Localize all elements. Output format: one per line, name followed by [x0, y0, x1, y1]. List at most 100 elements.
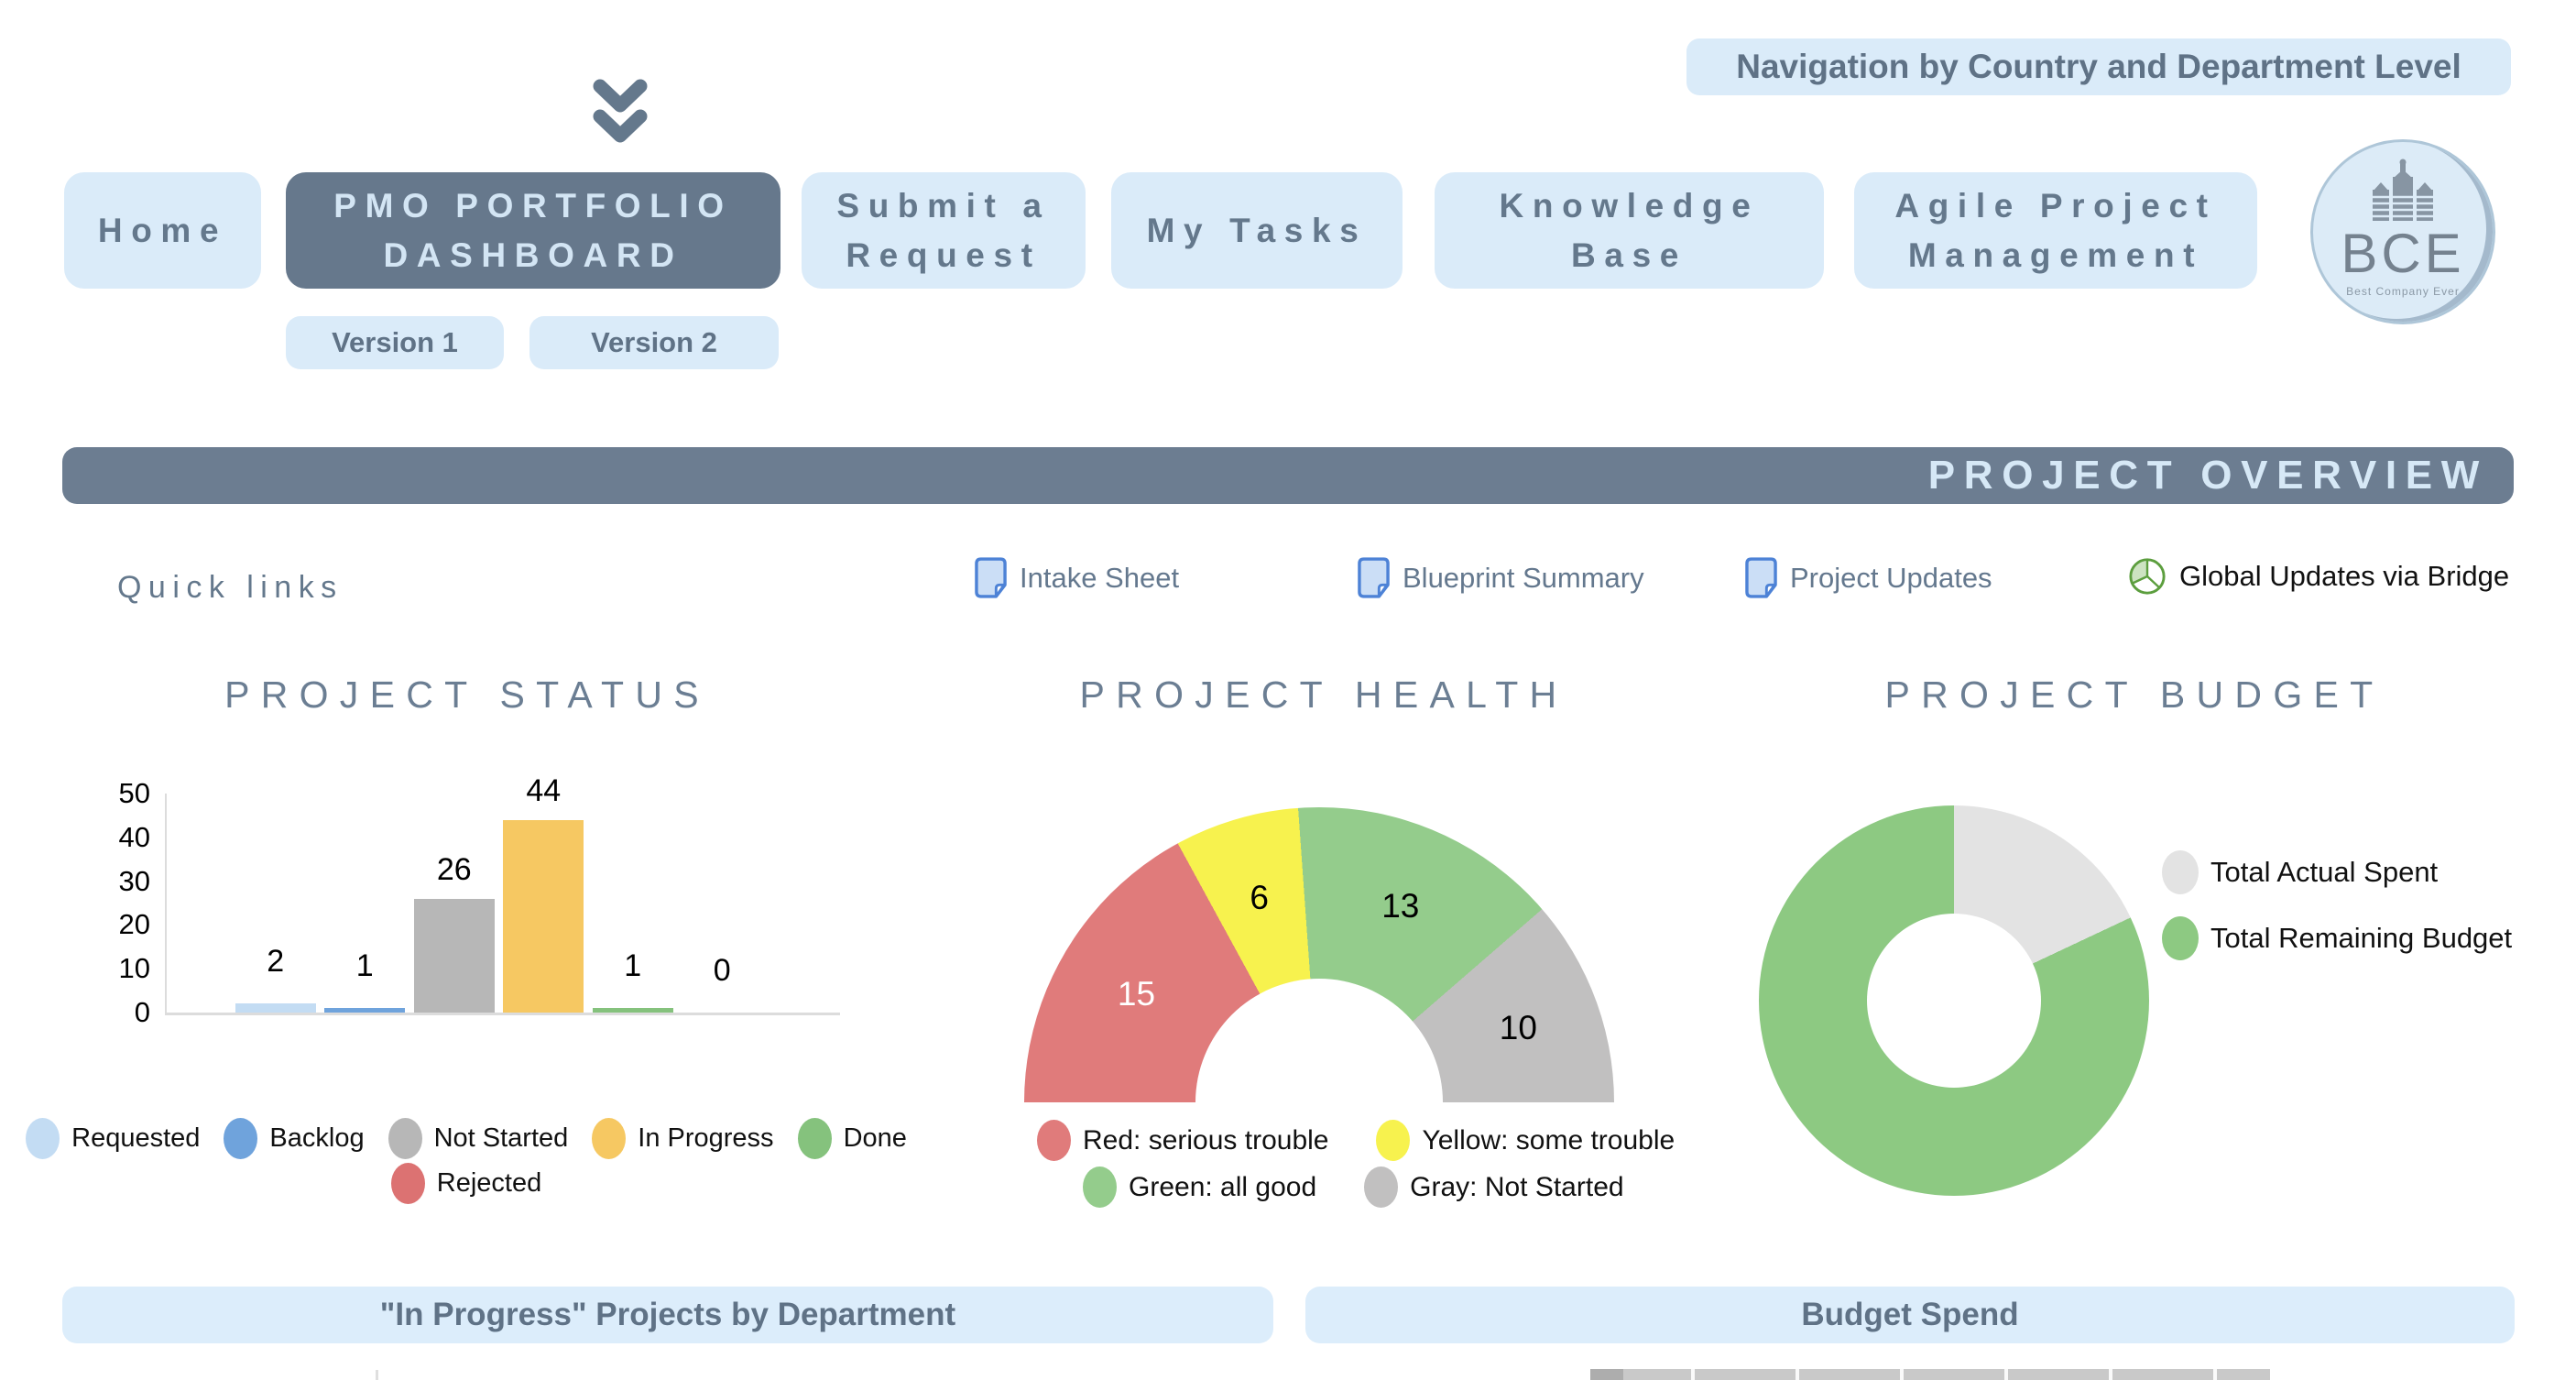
nav-button-pmo-portfolio-dashboard[interactable]: PMO PORTFOLIO DASHBOARD [286, 172, 780, 289]
bar-value-label: 1 [624, 948, 642, 984]
bar-value-label: 44 [526, 772, 562, 808]
budget-donut-chart [1759, 805, 2149, 1196]
status-chart-y-axis: 0 10 20 30 40 50 [90, 779, 150, 1027]
nav-label-line1: PMO PORTFOLIO [333, 186, 733, 225]
legend-dot [26, 1118, 60, 1159]
gauge-value-label-gray-not-started: 10 [1499, 1008, 1537, 1046]
bar-value-label: 2 [267, 944, 285, 980]
project-health-title: PROJECT HEALTH [1079, 674, 1568, 716]
nav-label-line2: Base [1571, 235, 1687, 274]
health-legend-row-1: Red: serious trouble Yellow: some trouble [1037, 1120, 1675, 1161]
bar-slot-done: 1 [588, 948, 678, 1013]
section-bar-label: PROJECT OVERVIEW [1927, 453, 2488, 498]
legend-dot [390, 1163, 425, 1204]
bar-slot-requested: 2 [231, 944, 321, 1013]
legend-label: Total Actual Spent [2210, 856, 2439, 888]
partial-chart-strip-cap [1590, 1369, 1623, 1380]
budget-chart-legend: Total Actual Spent Total Remaining Budget [2162, 850, 2512, 960]
legend-label: Requested [71, 1123, 201, 1153]
bar-slot-backlog: 1 [321, 948, 410, 1013]
legend-item-in-progress: In Progress [592, 1118, 774, 1159]
partial-axis-tick [376, 1370, 378, 1380]
bar-value-label: 0 [713, 953, 731, 988]
in-progress-by-department-header: "In Progress" Projects by Department [62, 1287, 1273, 1343]
project-budget-title: PROJECT BUDGET [1884, 674, 2385, 716]
nav-button-submit-a-request[interactable]: Submit a Request [802, 172, 1086, 289]
bar-in-progress [503, 819, 584, 1013]
status-legend-row-1: Requested Backlog Not Started In Progress Do… [26, 1118, 907, 1159]
nav-button-knowledge-base[interactable]: Knowledge Base [1435, 172, 1824, 289]
health-chart-legend: Red: serious trouble Yellow: some trouble… [1024, 1120, 1675, 1208]
legend-dot [797, 1118, 832, 1159]
status-chart-legend: Requested Backlog Not Started In Progress Do… [26, 1118, 907, 1204]
partial-chart-strip [1590, 1369, 2270, 1380]
gauge-value-label-yellow-some-trouble: 6 [1250, 879, 1269, 917]
quick-link-intake-sheet[interactable]: Intake Sheet [975, 557, 1179, 598]
legend-dot [1083, 1166, 1117, 1208]
document-icon [975, 557, 1007, 598]
legend-dot [1037, 1120, 1071, 1161]
legend-label: Total Remaining Budget [2210, 922, 2513, 954]
legend-item-red-serious-trouble: Red: serious trouble [1037, 1120, 1328, 1161]
city-buildings-icon [2373, 159, 2433, 221]
donut-inner-hole [1867, 914, 2041, 1088]
legend-label: In Progress [638, 1123, 774, 1153]
version-1-button[interactable]: Version 1 [286, 316, 504, 369]
legend-label: Red: serious trouble [1083, 1124, 1329, 1155]
quick-link-project-updates[interactable]: Project Updates [1745, 557, 1992, 598]
project-overview-section-bar: PROJECT OVERVIEW [62, 447, 2514, 504]
legend-item-not-started: Not Started [387, 1118, 568, 1159]
nav-label-line2: DASHBOARD [383, 235, 683, 274]
health-legend-row-2: Green: all good Gray: Not Started [1083, 1166, 1665, 1208]
nav-label: My Tasks [1146, 211, 1368, 249]
logo-tagline: Best Company Ever [2346, 285, 2460, 298]
quick-link-label: Project Updates [1790, 561, 1992, 594]
legend-item-total-remaining-budget: Total Remaining Budget [2162, 916, 2512, 960]
y-axis-label: 10 [118, 952, 150, 985]
y-axis-label: 40 [118, 820, 150, 853]
nav-label-line1: Agile Project [1894, 186, 2217, 225]
navigation-level-banner: Navigation by Country and Department Lev… [1686, 38, 2511, 95]
legend-dot [387, 1118, 422, 1159]
legend-item-rejected: Rejected [390, 1163, 541, 1204]
quick-link-global-updates-via-bridge[interactable]: Global Updates via Bridge [2128, 557, 2509, 596]
quick-link-blueprint-summary[interactable]: Blueprint Summary [1358, 557, 1644, 598]
document-icon [1745, 557, 1777, 598]
legend-label: Green: all good [1129, 1171, 1317, 1202]
document-icon [1358, 557, 1390, 598]
y-axis-label: 20 [118, 908, 150, 941]
budget-spend-header: Budget Spend [1305, 1287, 2515, 1343]
section-header-label: "In Progress" Projects by Department [379, 1297, 956, 1332]
legend-label: Done [843, 1123, 907, 1153]
legend-label: Gray: Not Started [1410, 1171, 1624, 1202]
status-bars: 2 1 26 44 1 0 [231, 773, 768, 1013]
double-chevron-down-glyph [593, 79, 648, 143]
legend-dot [2162, 850, 2199, 894]
legend-item-green-all-good: Green: all good [1083, 1166, 1316, 1208]
section-header-label: Budget Spend [1801, 1297, 2019, 1332]
pie-chart-icon [2129, 558, 2166, 595]
legend-item-yellow-some-trouble: Yellow: some trouble [1376, 1120, 1675, 1161]
bar-slot-in-progress: 44 [499, 773, 589, 1013]
bar-not-started [413, 898, 495, 1013]
gauge-inner-hole [1195, 979, 1443, 1102]
version-2-button[interactable]: Version 2 [529, 316, 779, 369]
quick-link-label: Intake Sheet [1020, 561, 1180, 594]
version-1-label: Version 1 [332, 326, 458, 358]
nav-button-home[interactable]: Home [64, 172, 261, 289]
nav-button-agile-project-management[interactable]: Agile Project Management [1854, 172, 2257, 289]
bar-done [592, 1008, 673, 1013]
nav-label: Home [97, 211, 228, 249]
legend-item-requested: Requested [26, 1118, 200, 1159]
bce-logo[interactable]: BCE Best Company Ever [2310, 139, 2495, 324]
version-2-label: Version 2 [591, 326, 717, 358]
health-gauge-chart: 15 6 13 10 [1024, 807, 1614, 1102]
nav-label-line1: Knowledge [1499, 186, 1760, 225]
nav-button-my-tasks[interactable]: My Tasks [1111, 172, 1403, 289]
legend-item-total-actual-spent: Total Actual Spent [2162, 850, 2512, 894]
project-status-title: PROJECT STATUS [224, 674, 710, 716]
double-chevron-down-icon[interactable] [588, 75, 652, 143]
bar-slot-rejected: 0 [678, 953, 768, 1013]
nav-label-line2: Request [846, 235, 1042, 274]
